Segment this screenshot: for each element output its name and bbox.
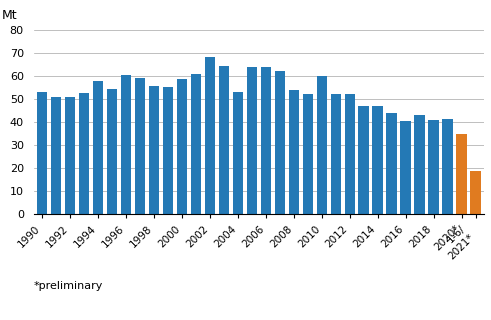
Bar (470, 171, 481, 214)
Bar (457, 134, 467, 214)
Bar (107, 89, 117, 214)
Bar (177, 79, 187, 214)
Bar (149, 86, 159, 214)
Bar (414, 115, 425, 214)
Bar (401, 121, 411, 214)
Bar (345, 94, 355, 214)
Text: Mt: Mt (2, 9, 18, 22)
Bar (261, 67, 271, 214)
Bar (65, 97, 75, 214)
Bar (386, 113, 397, 214)
Bar (93, 81, 103, 214)
Bar (191, 74, 201, 214)
Bar (205, 58, 215, 214)
Bar (246, 67, 257, 214)
Bar (218, 66, 229, 214)
Bar (135, 78, 145, 214)
Bar (302, 94, 313, 214)
Bar (429, 120, 439, 214)
Bar (330, 94, 341, 214)
Bar (51, 97, 61, 214)
Bar (37, 92, 47, 214)
Bar (317, 76, 327, 214)
Bar (442, 119, 453, 214)
Bar (274, 71, 285, 214)
Text: *preliminary: *preliminary (33, 281, 103, 291)
Bar (233, 92, 243, 214)
Bar (79, 93, 89, 214)
Bar (289, 90, 299, 214)
Bar (358, 106, 369, 214)
Bar (163, 87, 173, 214)
Bar (373, 106, 383, 214)
Bar (121, 75, 131, 214)
